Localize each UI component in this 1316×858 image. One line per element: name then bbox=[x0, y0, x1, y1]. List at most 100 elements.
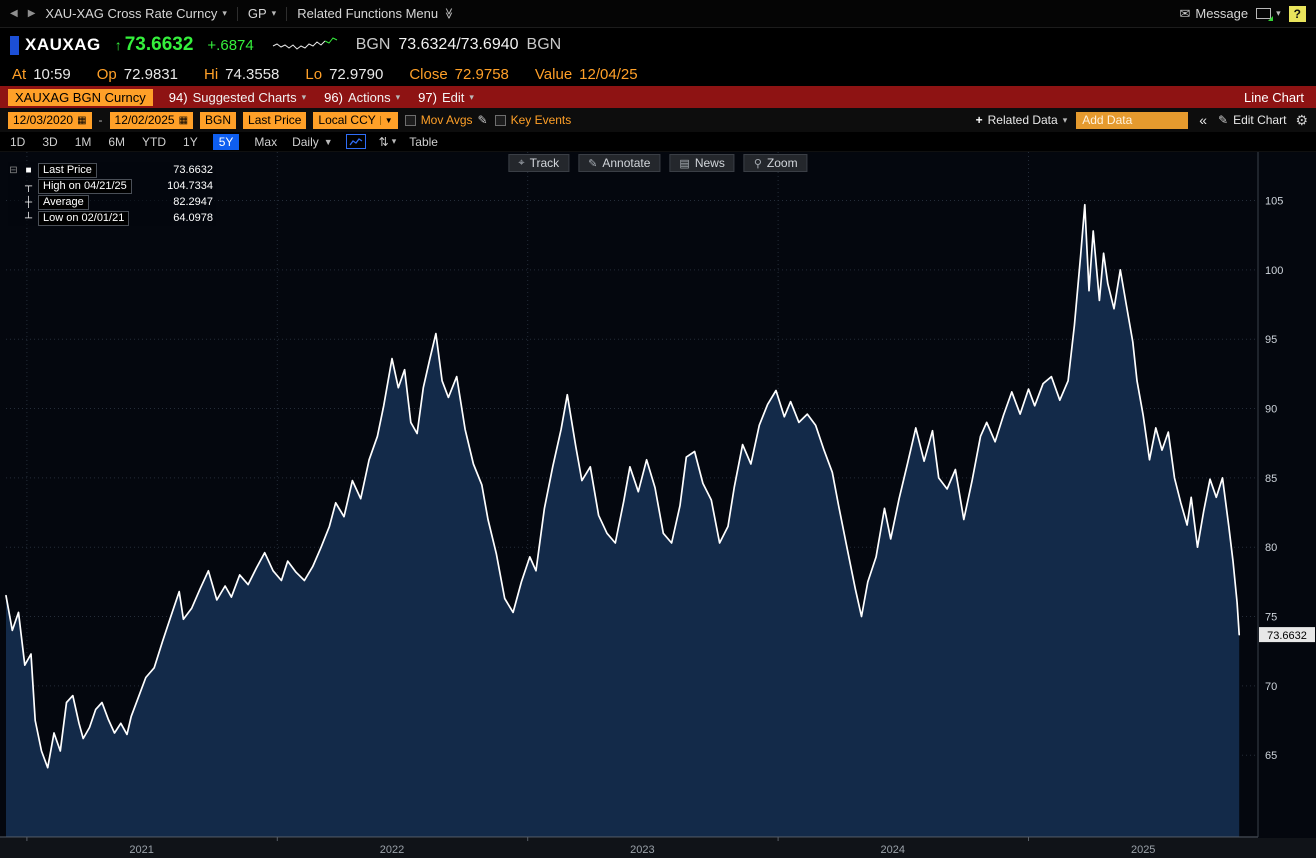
bid-ask-prefix: BGN bbox=[355, 36, 391, 53]
svg-text:90: 90 bbox=[1265, 404, 1277, 416]
price-chart[interactable]: 65 70 75 80 85 90 95 100 105 2021 2022 2023 2024 2025… bbox=[0, 152, 1316, 858]
ticker-label: XAUXAG bbox=[25, 35, 101, 54]
menu-label: Edit bbox=[441, 89, 465, 105]
envelope-icon: ✉ bbox=[1179, 5, 1191, 21]
stat-label: Value bbox=[534, 65, 573, 83]
chevron-down-icon: ▼ bbox=[323, 136, 333, 147]
source-field[interactable]: BGN bbox=[200, 111, 237, 129]
forward-icon[interactable]: ▶ bbox=[27, 8, 36, 19]
menu-actions[interactable]: 96) Actions ▾ bbox=[324, 90, 400, 105]
legend-value: 73.6632 bbox=[173, 164, 213, 176]
legend-row-high-on-04-21-25[interactable]: ┬ High on 04/21/25 104.7334 bbox=[8, 178, 216, 194]
menu-key: 96) bbox=[324, 89, 343, 105]
date-from-field[interactable]: 12/03/2020 ▦ bbox=[8, 111, 92, 129]
function-code-menu[interactable]: GP ▾ bbox=[248, 6, 276, 21]
svg-text:85: 85 bbox=[1265, 473, 1277, 485]
stat-value: 10:59 bbox=[33, 65, 71, 83]
price-field-select[interactable]: Last Price bbox=[243, 111, 307, 129]
news-button[interactable]: ▤ News bbox=[669, 154, 735, 172]
quote-stat-at: At 10:59 bbox=[12, 66, 71, 83]
line-chart-icon[interactable] bbox=[345, 134, 366, 149]
stat-value: 72.9831 bbox=[123, 65, 178, 83]
cursor-block bbox=[10, 35, 19, 55]
zoom-button[interactable]: ⚲ Zoom bbox=[743, 154, 808, 172]
legend-value: 64.0978 bbox=[173, 212, 213, 224]
svg-text:2025: 2025 bbox=[1131, 844, 1155, 856]
security-menu[interactable]: XAU-XAG Cross Rate Curncy ▾ bbox=[45, 6, 226, 21]
menu-suggested-charts[interactable]: 94) Suggested Charts ▾ bbox=[169, 90, 306, 105]
chart-tools: ⌖ Track ✎ Annotate ▤ News ⚲ Zoom bbox=[508, 154, 808, 172]
tab-5y[interactable]: 5Y bbox=[212, 133, 240, 150]
legend-label: Last Price bbox=[38, 162, 97, 178]
stat-label: Close bbox=[409, 65, 448, 83]
top-bar: ◀ ▶ XAU-XAG Cross Rate Curncy ▾ GP ▾ Rel… bbox=[0, 0, 1316, 28]
svg-text:65: 65 bbox=[1265, 750, 1277, 762]
track-button[interactable]: ⌖ Track bbox=[508, 154, 570, 172]
annotate-button[interactable]: ✎ Annotate bbox=[578, 154, 661, 172]
svg-text:73.6632: 73.6632 bbox=[1267, 630, 1307, 642]
legend-row-low-on-02-01-21[interactable]: ┴ Low on 02/01/21 64.0978 bbox=[8, 210, 216, 226]
calendar-icon: ▦ bbox=[77, 114, 87, 126]
message-label: Message bbox=[1195, 6, 1249, 21]
chevron-down-icon: ▾ bbox=[271, 8, 277, 18]
tab-ytd[interactable]: YTD bbox=[142, 134, 167, 149]
intraday-sparkline bbox=[272, 37, 337, 50]
add-data-input[interactable] bbox=[1076, 111, 1189, 129]
frequency-select[interactable]: Daily ▼ bbox=[292, 135, 333, 149]
legend-row-average[interactable]: ┼ Average 82.2947 bbox=[8, 194, 216, 210]
edit-chart-button[interactable]: ✎ Edit Chart bbox=[1218, 113, 1286, 127]
panel-button[interactable]: ▾ bbox=[1256, 8, 1281, 21]
plus-icon: + bbox=[975, 113, 983, 127]
message-button[interactable]: ✉ Message bbox=[1179, 6, 1248, 22]
table-button[interactable]: Table bbox=[409, 134, 438, 149]
stat-value: 12/04/25 bbox=[579, 65, 638, 83]
tab-1d[interactable]: 1D bbox=[10, 134, 26, 149]
tab-1m[interactable]: 1M bbox=[74, 134, 92, 149]
help-button[interactable]: ? bbox=[1288, 5, 1306, 22]
quote-stat-value: Value 12/04/25 bbox=[535, 66, 638, 83]
period-bar: 1D 3D 1M 6M YTD 1Y 5Y Max Daily ▼ ⇅ ▾ Table bbox=[0, 132, 1316, 152]
quote-stat-close: Close 72.9758 bbox=[409, 66, 509, 83]
key-events-checkbox[interactable]: Key Events bbox=[494, 113, 572, 127]
sort-arrows-icon: ⇅ bbox=[378, 134, 389, 149]
gear-icon[interactable]: ⚙ bbox=[1295, 111, 1308, 128]
legend-value: 82.2947 bbox=[173, 196, 213, 208]
menu-label: Suggested Charts bbox=[192, 89, 297, 105]
date-to-field[interactable]: 12/02/2025 ▦ bbox=[109, 111, 194, 129]
related-data-menu[interactable]: + Related Data ▾ bbox=[976, 113, 1068, 127]
legend-marker-icon: ┬ bbox=[24, 180, 33, 192]
legend-row-last-price[interactable]: ⊟ ■ Last Price 73.6632 bbox=[8, 162, 216, 178]
collapse-panel-button[interactable]: « bbox=[1199, 112, 1208, 128]
stat-value: 72.9790 bbox=[329, 65, 384, 83]
chevron-down-icon: ▾ bbox=[1276, 8, 1281, 18]
tab-max[interactable]: Max bbox=[254, 134, 278, 149]
news-icon: ▤ bbox=[679, 157, 690, 170]
last-price-value: 73.6632 bbox=[124, 34, 194, 55]
back-icon[interactable]: ◀ bbox=[10, 8, 18, 19]
tab-1y[interactable]: 1Y bbox=[183, 134, 198, 149]
security-field[interactable]: XAUXAG BGN Curncy bbox=[8, 88, 153, 106]
tab-3d[interactable]: 3D bbox=[42, 134, 58, 149]
key-events-label: Key Events bbox=[510, 113, 572, 127]
mov-avgs-checkbox[interactable]: Mov Avgs ✎ bbox=[404, 113, 488, 127]
svg-text:80: 80 bbox=[1265, 542, 1277, 554]
menu-key: 97) bbox=[418, 89, 437, 105]
stat-label: Lo bbox=[305, 65, 323, 83]
divider bbox=[236, 6, 238, 21]
legend-marker-icon: ┴ bbox=[24, 212, 33, 224]
menu-edit[interactable]: 97) Edit ▾ bbox=[418, 90, 474, 105]
svg-text:2022: 2022 bbox=[380, 844, 404, 856]
axis-settings-button[interactable]: ⇅ ▾ bbox=[379, 135, 397, 149]
legend-tree-icon: ⊟ bbox=[9, 164, 18, 176]
related-functions-menu[interactable]: Related Functions Menu ≫ bbox=[297, 6, 454, 21]
chart-type-label: Line Chart bbox=[1244, 89, 1304, 105]
currency-select[interactable]: Local CCY ▼ bbox=[313, 111, 398, 129]
annotate-icon: ✎ bbox=[588, 157, 598, 170]
tab-6m[interactable]: 6M bbox=[108, 134, 126, 149]
svg-text:70: 70 bbox=[1265, 681, 1277, 693]
related-functions-label: Related Functions Menu bbox=[297, 6, 439, 21]
chevron-down-icon: ▾ bbox=[1062, 114, 1068, 125]
bid-ask-quote: BGN 73.6324/73.6940 BGN bbox=[356, 36, 561, 54]
date-separator: - bbox=[98, 113, 103, 127]
